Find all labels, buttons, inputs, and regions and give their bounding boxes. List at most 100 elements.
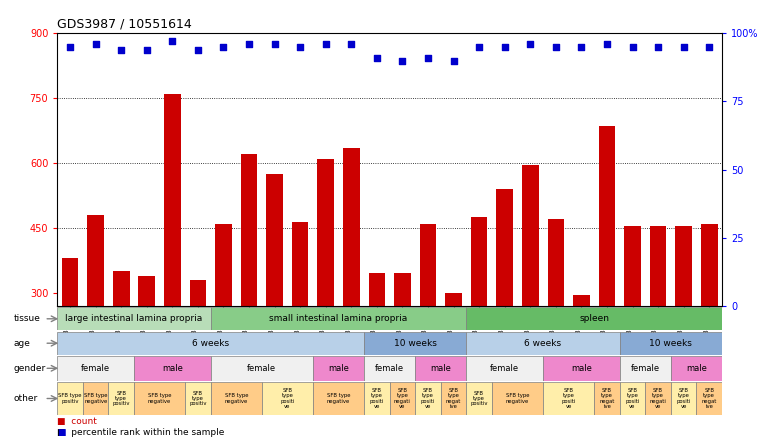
Point bbox=[448, 57, 460, 64]
Text: female: female bbox=[375, 364, 404, 373]
Text: small intestinal lamina propria: small intestinal lamina propria bbox=[270, 314, 408, 323]
Bar bbox=[466, 382, 492, 415]
Bar bbox=[441, 382, 466, 415]
Bar bbox=[646, 382, 671, 415]
Point bbox=[550, 44, 562, 51]
Bar bbox=[466, 332, 620, 355]
Bar bbox=[620, 332, 722, 355]
Text: SFB
type
negati
ve: SFB type negati ve bbox=[394, 388, 411, 409]
Bar bbox=[649, 226, 666, 306]
Text: female: female bbox=[490, 364, 520, 373]
Point bbox=[345, 41, 358, 48]
Bar bbox=[241, 155, 257, 306]
Bar bbox=[317, 159, 334, 306]
Point bbox=[524, 41, 536, 48]
Bar bbox=[543, 356, 620, 381]
Point bbox=[141, 46, 153, 53]
Bar bbox=[113, 271, 130, 306]
Point bbox=[652, 44, 664, 51]
Bar bbox=[671, 382, 697, 415]
Bar bbox=[548, 219, 564, 306]
Text: SFB
type
positiv: SFB type positiv bbox=[112, 391, 130, 406]
Text: SFB
type
positi
ve: SFB type positi ve bbox=[370, 388, 384, 409]
Bar bbox=[701, 224, 717, 306]
Text: age: age bbox=[14, 339, 31, 348]
Text: SFB
type
positiv: SFB type positiv bbox=[189, 391, 206, 406]
Text: GDS3987 / 10551614: GDS3987 / 10551614 bbox=[57, 18, 192, 31]
Point bbox=[499, 44, 511, 51]
Bar bbox=[415, 356, 466, 381]
Text: ■: ■ bbox=[57, 428, 66, 437]
Point bbox=[319, 41, 332, 48]
Bar bbox=[445, 293, 462, 306]
Bar bbox=[262, 382, 313, 415]
Point bbox=[218, 44, 230, 51]
Text: SFB type
positiv: SFB type positiv bbox=[58, 393, 82, 404]
Point bbox=[268, 41, 280, 48]
Text: SFB
type
positi
ve: SFB type positi ve bbox=[676, 388, 691, 409]
Bar bbox=[671, 356, 722, 381]
Bar bbox=[594, 382, 620, 415]
Text: male: male bbox=[571, 364, 592, 373]
Bar bbox=[62, 258, 79, 306]
Bar bbox=[522, 165, 539, 306]
Point bbox=[64, 44, 76, 51]
Text: SFB
type
positi
ve: SFB type positi ve bbox=[562, 388, 576, 409]
Bar bbox=[368, 274, 385, 306]
Bar bbox=[471, 217, 487, 306]
Bar bbox=[57, 332, 364, 355]
Text: SFB
type
positi
ve: SFB type positi ve bbox=[280, 388, 295, 409]
Text: male: male bbox=[328, 364, 349, 373]
Text: 10 weeks: 10 weeks bbox=[393, 339, 437, 348]
Bar bbox=[620, 356, 671, 381]
Bar bbox=[185, 382, 211, 415]
Point bbox=[115, 46, 128, 53]
Text: 6 weeks: 6 weeks bbox=[524, 339, 562, 348]
Text: SFB type
negative: SFB type negative bbox=[84, 393, 108, 404]
Text: SFB type
negative: SFB type negative bbox=[327, 393, 350, 404]
Bar bbox=[343, 148, 360, 306]
Bar bbox=[313, 356, 364, 381]
Point bbox=[601, 41, 613, 48]
Bar bbox=[189, 280, 206, 306]
Point bbox=[703, 44, 715, 51]
Bar bbox=[164, 94, 180, 306]
Point bbox=[192, 46, 204, 53]
Bar bbox=[134, 356, 211, 381]
Bar bbox=[211, 382, 262, 415]
Point bbox=[243, 41, 255, 48]
Text: large intestinal lamina propria: large intestinal lamina propria bbox=[66, 314, 202, 323]
Point bbox=[678, 44, 690, 51]
Text: SFB
type
negat
ive: SFB type negat ive bbox=[446, 388, 461, 409]
Text: spleen: spleen bbox=[579, 314, 609, 323]
Text: SFB
type
negat
ive: SFB type negat ive bbox=[701, 388, 717, 409]
Point bbox=[167, 38, 179, 45]
Point bbox=[575, 44, 588, 51]
Bar bbox=[573, 295, 590, 306]
Text: female: female bbox=[81, 364, 110, 373]
Text: female: female bbox=[631, 364, 660, 373]
Bar bbox=[87, 215, 104, 306]
Text: male: male bbox=[162, 364, 183, 373]
Point bbox=[397, 57, 409, 64]
Bar bbox=[215, 224, 231, 306]
Text: SFB type
negative: SFB type negative bbox=[147, 393, 171, 404]
Bar bbox=[697, 382, 722, 415]
Bar bbox=[138, 276, 155, 306]
Bar bbox=[415, 382, 441, 415]
Bar bbox=[134, 382, 185, 415]
Text: ■  percentile rank within the sample: ■ percentile rank within the sample bbox=[57, 428, 225, 437]
Text: male: male bbox=[686, 364, 707, 373]
Bar bbox=[211, 307, 466, 330]
Bar bbox=[620, 382, 646, 415]
Point bbox=[89, 41, 102, 48]
Bar bbox=[364, 356, 415, 381]
Bar bbox=[394, 274, 411, 306]
Bar bbox=[313, 382, 364, 415]
Text: SFB
type
positiv: SFB type positiv bbox=[471, 391, 488, 406]
Bar bbox=[543, 382, 594, 415]
Bar bbox=[211, 356, 313, 381]
Point bbox=[626, 44, 639, 51]
Bar bbox=[292, 222, 309, 306]
Text: tissue: tissue bbox=[14, 314, 40, 323]
